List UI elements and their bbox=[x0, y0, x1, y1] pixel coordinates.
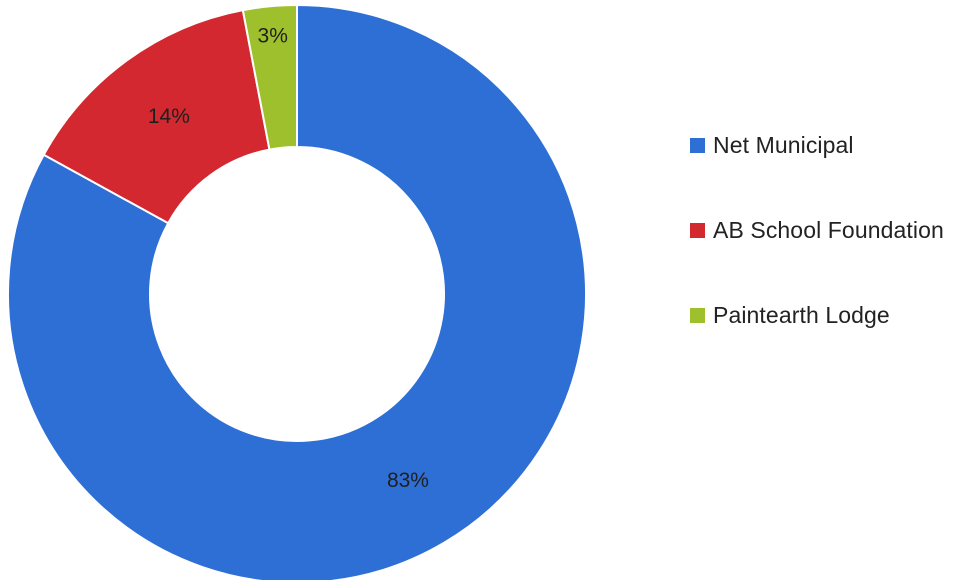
donut-chart-plot: 83% 14% 3% bbox=[7, 3, 587, 580]
slice-net-municipal bbox=[7, 3, 587, 580]
legend-label-ab-school-foundation: AB School Foundation bbox=[713, 216, 944, 243]
data-label-ab-school-foundation: 14% bbox=[148, 105, 190, 128]
data-label-net-municipal: 83% bbox=[387, 469, 429, 492]
slice-ab-school-foundation bbox=[42, 8, 271, 225]
legend-item-paintearth-lodge: Paintearth Lodge bbox=[690, 300, 955, 330]
slice-paintearth-lodge bbox=[241, 3, 298, 151]
legend-label-paintearth-lodge: Paintearth Lodge bbox=[713, 301, 890, 328]
legend-swatch-paintearth-lodge bbox=[690, 307, 705, 323]
legend-label-net-municipal: Net Municipal bbox=[713, 131, 854, 158]
data-label-paintearth-lodge: 3% bbox=[258, 25, 288, 48]
legend-item-ab-school-foundation: AB School Foundation bbox=[690, 215, 955, 245]
legend-swatch-net-municipal bbox=[690, 137, 705, 153]
chart-legend: Net Municipal AB School Foundation Paint… bbox=[690, 130, 955, 385]
legend-swatch-ab-school-foundation bbox=[690, 222, 705, 238]
legend-item-net-municipal: Net Municipal bbox=[690, 130, 955, 160]
